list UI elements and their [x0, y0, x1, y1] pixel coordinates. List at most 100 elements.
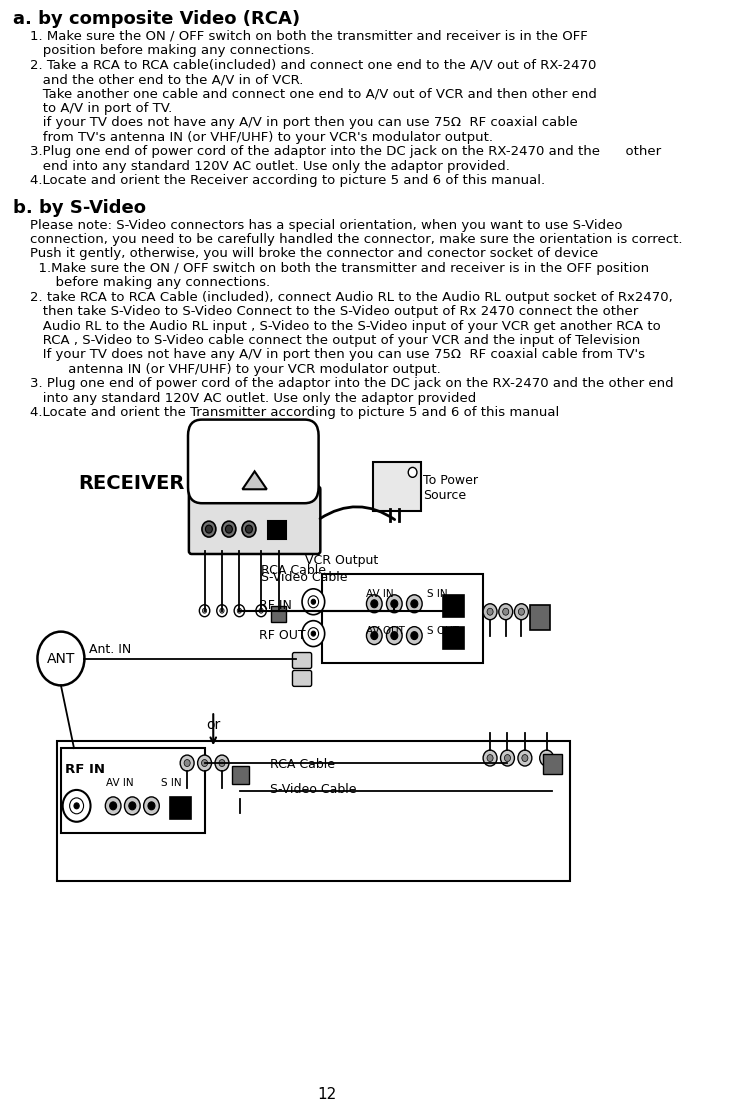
Circle shape: [386, 627, 402, 644]
Circle shape: [237, 608, 242, 613]
Text: RCA Cable: RCA Cable: [261, 564, 326, 577]
Circle shape: [483, 603, 497, 620]
Circle shape: [391, 632, 398, 640]
Text: to A/V in port of TV.: to A/V in port of TV.: [13, 102, 172, 115]
Circle shape: [522, 755, 528, 761]
Circle shape: [202, 522, 216, 537]
FancyBboxPatch shape: [271, 606, 286, 622]
Text: into any standard 120V AC outlet. Use only the adaptor provided: into any standard 120V AC outlet. Use on…: [13, 392, 477, 404]
Bar: [56, 741, 570, 881]
Circle shape: [544, 755, 550, 761]
Circle shape: [308, 596, 319, 608]
Bar: [322, 573, 483, 663]
Circle shape: [411, 632, 418, 640]
FancyBboxPatch shape: [543, 754, 562, 773]
Circle shape: [124, 797, 140, 814]
Circle shape: [302, 589, 325, 614]
Circle shape: [487, 755, 493, 761]
Text: 1.Make sure the ON / OFF switch on both the transmitter and receiver is in the O: 1.Make sure the ON / OFF switch on both …: [13, 262, 649, 275]
FancyBboxPatch shape: [268, 522, 285, 539]
Text: RF IN: RF IN: [66, 764, 105, 776]
FancyBboxPatch shape: [443, 627, 464, 649]
Circle shape: [540, 750, 553, 766]
Circle shape: [200, 604, 210, 617]
Text: 3. Plug one end of power cord of the adaptor into the DC jack on the RX-2470 and: 3. Plug one end of power cord of the ada…: [13, 377, 674, 390]
Text: or: or: [206, 718, 221, 733]
Text: 3.Plug one end of power cord of the adaptor into the DC jack on the RX-2470 and : 3.Plug one end of power cord of the adap…: [13, 146, 661, 158]
Text: VCR Output: VCR Output: [305, 554, 378, 567]
Text: then take S-Video to S-Video Connect to the S-Video output of Rx 2470 connect th: then take S-Video to S-Video Connect to …: [13, 305, 639, 318]
Circle shape: [518, 608, 524, 615]
Text: S OUT: S OUT: [426, 625, 459, 635]
Text: S IN: S IN: [161, 778, 181, 788]
Text: AV IN: AV IN: [366, 589, 393, 599]
Circle shape: [311, 631, 316, 636]
Circle shape: [370, 632, 378, 640]
FancyBboxPatch shape: [231, 766, 249, 783]
Text: if your TV does not have any A/V in port then you can use 75Ω  RF coaxial cable: if your TV does not have any A/V in port…: [13, 116, 578, 129]
Circle shape: [203, 608, 207, 613]
Text: S-Video Cable: S-Video Cable: [261, 571, 348, 583]
Circle shape: [367, 594, 382, 612]
FancyBboxPatch shape: [292, 653, 312, 669]
Circle shape: [407, 594, 422, 612]
Circle shape: [219, 759, 225, 767]
Text: Please note: S-Video connectors has a special orientation, when you want to use : Please note: S-Video connectors has a sp…: [13, 219, 623, 232]
FancyBboxPatch shape: [373, 462, 421, 512]
Polygon shape: [242, 472, 267, 490]
Circle shape: [144, 797, 160, 814]
Circle shape: [69, 798, 84, 813]
Circle shape: [407, 627, 422, 644]
Circle shape: [308, 628, 319, 640]
Circle shape: [234, 604, 245, 617]
Circle shape: [184, 759, 191, 767]
Circle shape: [505, 755, 511, 761]
Circle shape: [197, 755, 212, 771]
FancyBboxPatch shape: [189, 486, 320, 554]
Text: AV OUT: AV OUT: [366, 625, 404, 635]
Text: end into any standard 120V AC outlet. Use only the adaptor provided.: end into any standard 120V AC outlet. Us…: [13, 160, 510, 172]
Circle shape: [370, 600, 378, 608]
FancyBboxPatch shape: [169, 797, 191, 819]
Text: 4.Locate and orient the Receiver according to picture 5 and 6 of this manual.: 4.Locate and orient the Receiver accordi…: [13, 175, 545, 187]
Circle shape: [225, 525, 233, 533]
Circle shape: [501, 750, 514, 766]
Text: 2. Take a RCA to RCA cable(included) and connect one end to the A/V out of RX-24: 2. Take a RCA to RCA cable(included) and…: [13, 59, 596, 72]
Text: RCA , S-Video to S-Video cable connect the output of your VCR and the input of T: RCA , S-Video to S-Video cable connect t…: [13, 334, 640, 347]
Circle shape: [217, 604, 227, 617]
Circle shape: [498, 603, 513, 620]
Circle shape: [110, 802, 117, 810]
Text: RF IN: RF IN: [259, 599, 292, 612]
Bar: [61, 748, 205, 833]
Text: ANT: ANT: [47, 652, 75, 665]
Circle shape: [503, 608, 509, 615]
Text: 12: 12: [318, 1087, 337, 1102]
Text: and the other end to the A/V in of VCR.: and the other end to the A/V in of VCR.: [13, 73, 303, 86]
Text: position before making any connections.: position before making any connections.: [13, 44, 315, 57]
Circle shape: [518, 750, 532, 766]
Circle shape: [129, 802, 136, 810]
Text: S-Video Cable: S-Video Cable: [270, 783, 356, 796]
Text: connection, you need to be carefully handled the connector, make sure the orient: connection, you need to be carefully han…: [13, 233, 682, 246]
Circle shape: [302, 621, 325, 646]
Circle shape: [487, 608, 493, 615]
Text: antenna IN (or VHF/UHF) to your VCR modulator output.: antenna IN (or VHF/UHF) to your VCR modu…: [13, 362, 441, 376]
Circle shape: [222, 522, 236, 537]
Circle shape: [386, 594, 402, 612]
Text: before making any connections.: before making any connections.: [13, 276, 270, 290]
Text: Take another one cable and connect one end to A/V out of VCR and then other end: Take another one cable and connect one e…: [13, 87, 597, 101]
Text: S IN: S IN: [426, 589, 447, 599]
Text: AV IN: AV IN: [106, 778, 134, 788]
Text: 1. Make sure the ON / OFF switch on both the transmitter and receiver is in the : 1. Make sure the ON / OFF switch on both…: [13, 30, 588, 43]
Circle shape: [220, 608, 224, 613]
Circle shape: [256, 604, 267, 617]
Circle shape: [245, 525, 252, 533]
Circle shape: [180, 755, 194, 771]
Circle shape: [311, 599, 316, 604]
Circle shape: [391, 600, 398, 608]
Circle shape: [38, 632, 84, 685]
Text: 2. take RCA to RCA Cable (included), connect Audio RL to the Audio RL output soc: 2. take RCA to RCA Cable (included), con…: [13, 291, 673, 304]
Text: RCA Cable: RCA Cable: [270, 758, 335, 771]
Text: RECEIVER: RECEIVER: [78, 474, 184, 493]
Text: 4.Locate and orient the Transmitter according to picture 5 and 6 of this manual: 4.Locate and orient the Transmitter acco…: [13, 407, 559, 419]
